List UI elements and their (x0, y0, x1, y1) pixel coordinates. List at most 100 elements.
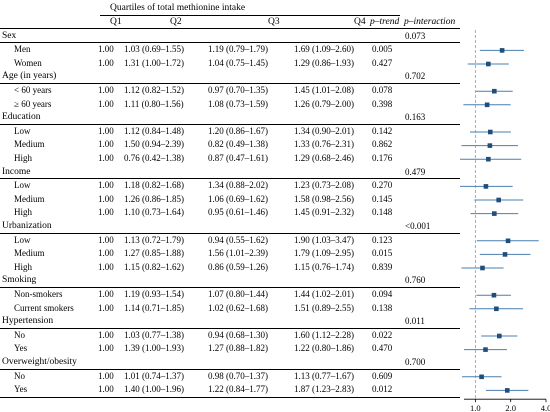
q2-value: 1.11 (0.80–1.56) (124, 98, 184, 109)
q2-value: 1.03 (0.69–1.55) (124, 44, 184, 55)
p-trend-value: 0.005 (372, 44, 393, 55)
x-tick-label: 1.0 (470, 403, 481, 412)
q2-value: 1.03 (0.77–1.38) (124, 329, 184, 340)
subgroup-label: Medium (14, 248, 45, 259)
category-rule (0, 123, 460, 125)
category-rule (0, 286, 460, 288)
q2-value: 1.10 (0.73–1.64) (124, 207, 184, 218)
p-trend-value: 0.094 (372, 288, 393, 299)
q1-value: 1.00 (98, 193, 114, 204)
q4-value: 1.90 (1.03–3.47) (294, 234, 354, 245)
or-point (487, 143, 493, 148)
q1-value: 1.00 (98, 384, 114, 395)
subgroup-label: Medium (14, 139, 45, 150)
q3-value: 1.07 (0.80–1.44) (208, 288, 268, 299)
subgroup-label: Low (14, 234, 31, 245)
q2-value: 1.31 (1.00–1.72) (124, 57, 184, 68)
q4-value: 1.45 (1.01–2.08) (294, 84, 354, 95)
p-interaction-value: <0.001 (405, 220, 431, 231)
q4-value: 1.15 (0.76–1.74) (294, 261, 354, 272)
p-trend-value: 0.012 (372, 384, 393, 395)
p-trend-value: 0.123 (372, 234, 393, 245)
results-table: Quartiles of total methionine intake Q1 … (0, 3, 460, 399)
q1-value: 1.00 (98, 248, 114, 259)
q2-value: 1.14 (0.71–1.85) (124, 302, 184, 313)
p-trend-value: 0.839 (372, 261, 393, 272)
subgroup-label: Yes (14, 384, 28, 395)
p-trend-value: 0.470 (372, 343, 393, 354)
subgroup-label: ≥ 60 years (14, 98, 52, 109)
or-point (479, 374, 484, 380)
category-label: Urbanization (2, 220, 52, 231)
q2-value: 1.40 (1.00–1.96) (124, 384, 184, 395)
or-point (480, 265, 485, 271)
p-interaction-value: 0.760 (405, 275, 426, 286)
subgroup-label: High (14, 261, 32, 272)
q1-value: 1.00 (98, 370, 114, 381)
q4-value: 1.60 (1.12–2.28) (294, 329, 354, 340)
q3-value: 1.19 (0.79–1.79) (208, 44, 268, 55)
category-rule (0, 42, 460, 44)
q1-value: 1.00 (98, 98, 114, 109)
p-trend-value: 0.142 (372, 125, 393, 136)
p-trend-value: 0.862 (372, 139, 393, 150)
or-point (483, 347, 488, 352)
q2-value: 1.15 (0.82–1.62) (124, 261, 184, 272)
q1-value: 1.00 (98, 207, 114, 218)
p-trend-value: 0.015 (372, 248, 393, 259)
q3-value: 0.97 (0.70–1.35) (208, 84, 268, 95)
q2-value: 1.01 (0.74–1.37) (124, 370, 184, 381)
subgroup-label: Medium (14, 193, 45, 204)
q1-value: 1.00 (98, 84, 114, 95)
q3-value: 1.08 (0.73–1.59) (208, 98, 268, 109)
col-header-ptrend: p–trend (370, 17, 400, 27)
q3-value: 0.87 (0.47–1.61) (208, 152, 268, 163)
q3-value: 1.04 (0.75–1.45) (208, 57, 268, 68)
q4-value: 1.87 (1.23–2.83) (294, 384, 354, 395)
q1-value: 1.00 (98, 125, 114, 136)
q1-value: 1.00 (98, 57, 114, 68)
p-trend-value: 0.022 (372, 329, 393, 340)
p-trend-value: 0.609 (372, 370, 393, 381)
p-trend-value: 0.270 (372, 180, 393, 191)
q2-value: 1.39 (1.00–1.93) (124, 343, 184, 354)
p-trend-value: 0.145 (372, 193, 393, 204)
or-point (505, 238, 511, 244)
header-bottom-rule (0, 28, 460, 29)
forest-plot: 1.02.04.0OR (95%CI) (460, 30, 550, 412)
q3-value: 1.06 (0.69–1.62) (208, 193, 268, 204)
p-trend-value: 0.398 (372, 98, 393, 109)
or-point (486, 61, 491, 67)
p-trend-value: 0.078 (372, 84, 393, 95)
p-interaction-value: 0.702 (405, 71, 426, 82)
col-header-q1: Q1 (110, 17, 122, 27)
q4-value: 1.29 (0.86–1.93) (294, 57, 354, 68)
q3-value: 1.22 (0.84–1.77) (208, 384, 268, 395)
subgroup-label: Low (14, 180, 31, 191)
or-point (496, 197, 501, 203)
or-point (486, 156, 491, 162)
p-trend-value: 0.138 (372, 302, 393, 313)
q3-value: 0.98 (0.70–1.37) (208, 370, 268, 381)
q2-value: 0.76 (0.42–1.38) (124, 152, 184, 163)
q1-value: 1.00 (98, 152, 114, 163)
or-point (492, 211, 497, 216)
category-label: Income (2, 166, 31, 177)
subgroup-label: Non-smokers (14, 288, 63, 299)
q4-value: 1.22 (0.80–1.86) (294, 343, 354, 354)
q2-value: 1.50 (0.94–2.39) (124, 139, 184, 150)
q4-value: 1.79 (1.09–2.95) (294, 248, 354, 259)
or-point (483, 184, 489, 189)
category-rule (0, 82, 460, 84)
q4-value: 1.23 (0.73–2.08) (294, 180, 354, 191)
x-tick-label: 4.0 (541, 403, 550, 412)
category-label: Smoking (2, 275, 37, 286)
q2-value: 1.19 (0.93–1.54) (124, 288, 184, 299)
q4-value: 1.58 (0.98–2.56) (294, 193, 354, 204)
q2-value: 1.12 (0.84–1.48) (124, 125, 184, 136)
or-point (491, 292, 497, 298)
q1-value: 1.00 (98, 302, 114, 313)
q4-value: 1.33 (0.76–2.31) (294, 139, 354, 150)
or-point (502, 252, 508, 257)
col-header-pinteraction: p–interaction (404, 17, 456, 27)
